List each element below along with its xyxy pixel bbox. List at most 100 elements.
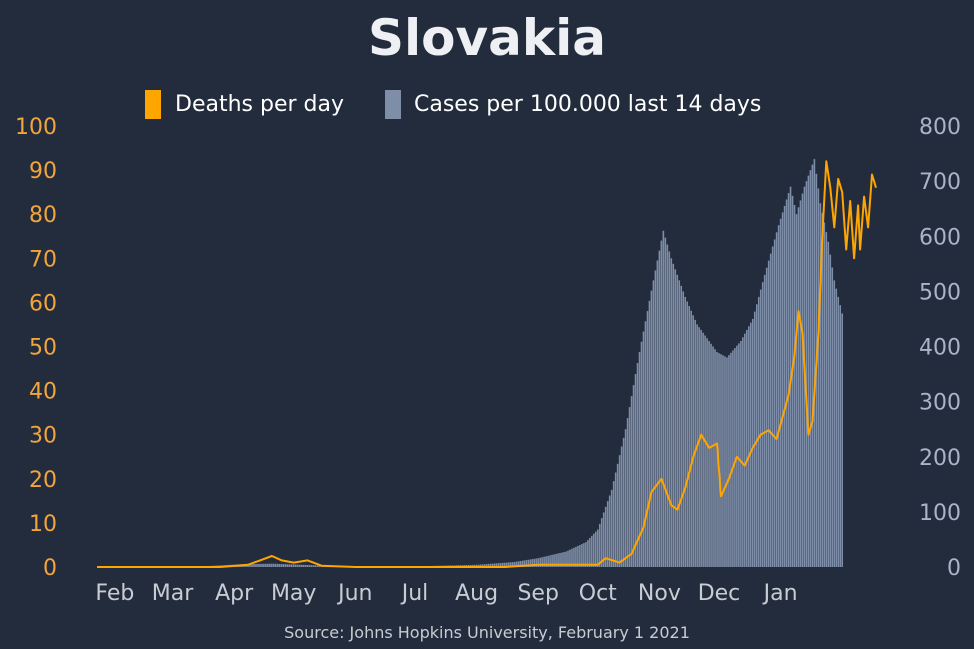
left-tick-label: 30 [29, 424, 57, 449]
case-bar [624, 429, 627, 567]
case-bar [787, 193, 790, 567]
case-bar [686, 301, 689, 567]
legend-swatch-cases [385, 90, 401, 119]
case-bar [628, 407, 631, 567]
case-bar [499, 563, 502, 567]
case-bar [497, 563, 500, 567]
case-bar [475, 564, 478, 567]
case-bar [753, 311, 756, 567]
case-bar [612, 481, 615, 567]
case-bar [833, 280, 836, 567]
case-bar [284, 564, 287, 567]
case-bar [626, 418, 629, 567]
case-bar [763, 274, 766, 567]
case-bar [769, 253, 772, 567]
legend: Deaths per day Cases per 100.000 last 14… [145, 90, 761, 119]
case-bar [710, 343, 712, 567]
case-bar [674, 269, 677, 567]
right-tick-label: 700 [919, 170, 961, 195]
right-tick-label: 600 [919, 225, 961, 250]
case-bar [740, 340, 742, 567]
case-bar [726, 357, 728, 567]
case-bar [505, 562, 508, 567]
case-bar [273, 563, 275, 567]
case-bar [620, 446, 623, 567]
case-bar [551, 554, 553, 567]
case-bar [604, 506, 607, 567]
case-bar [249, 564, 251, 567]
case-bar [702, 332, 704, 567]
case-bar [670, 258, 673, 567]
case-bar [728, 355, 730, 567]
case-bar [827, 241, 830, 567]
case-bar [275, 563, 277, 567]
x-tick-label: Nov [638, 581, 681, 606]
case-bar [308, 565, 311, 567]
case-bar [489, 563, 492, 567]
case-bar [634, 374, 637, 567]
case-bar [746, 329, 748, 567]
case-bar [761, 282, 764, 567]
x-tick-label: Jul [400, 581, 429, 606]
x-tick-label: Apr [215, 581, 254, 606]
left-tick-label: 70 [29, 247, 57, 272]
case-bar [541, 557, 543, 567]
case-bar [559, 552, 561, 567]
case-bar [569, 549, 571, 567]
case-bar [751, 318, 754, 567]
case-bar [567, 550, 569, 567]
case-bar [521, 560, 524, 567]
case-bar [755, 304, 758, 567]
case-bar [610, 489, 613, 567]
case-bar [636, 363, 639, 567]
case-bar [481, 564, 484, 567]
case-bar [829, 254, 832, 567]
right-tick-label: 800 [919, 115, 961, 140]
left-tick-label: 10 [29, 512, 57, 537]
case-bar [543, 556, 545, 567]
case-bar [785, 199, 788, 567]
left-tick-label: 100 [15, 115, 57, 140]
case-bar [716, 352, 718, 567]
case-bar [314, 565, 317, 567]
x-tick-label: Mar [152, 581, 194, 606]
case-bar [807, 175, 810, 568]
case-bar [577, 545, 579, 567]
case-bar [666, 244, 669, 567]
x-tick-label: Jun [336, 581, 372, 606]
case-bar [813, 159, 816, 567]
case-bar [535, 558, 537, 567]
case-bar [302, 564, 305, 567]
case-bar [292, 564, 295, 567]
case-bar [553, 554, 555, 567]
case-bar [585, 542, 587, 567]
left-tick-label: 50 [29, 336, 57, 361]
case-bar [300, 564, 303, 567]
case-bar [288, 564, 291, 567]
case-bar [658, 250, 661, 567]
case-bar [491, 563, 494, 567]
case-bar [589, 537, 591, 567]
case-bar [267, 563, 269, 567]
case-bar [724, 356, 726, 567]
case-bar [537, 558, 539, 567]
case-bar [765, 267, 768, 567]
case-bar [801, 193, 804, 567]
legend-label-deaths: Deaths per day [175, 92, 344, 117]
left-tick-label: 20 [29, 468, 57, 493]
case-bar [690, 310, 692, 567]
case-bar [277, 563, 279, 567]
case-bar [261, 563, 263, 567]
case-bar [614, 472, 617, 567]
case-bar [509, 562, 512, 567]
case-bar [525, 560, 528, 567]
source-note: Source: Johns Hopkins University, Februa… [284, 623, 690, 642]
x-axis-ticks: Feb Mar Apr May Jun Jul Aug Sep Oct Nov Dec Jan [95, 581, 797, 606]
case-bar [791, 195, 794, 567]
case-bar [773, 239, 776, 567]
case-bar [700, 329, 702, 567]
case-bar [839, 305, 842, 567]
case-bar [797, 207, 800, 567]
case-bar [654, 270, 657, 567]
case-bar [632, 385, 635, 567]
